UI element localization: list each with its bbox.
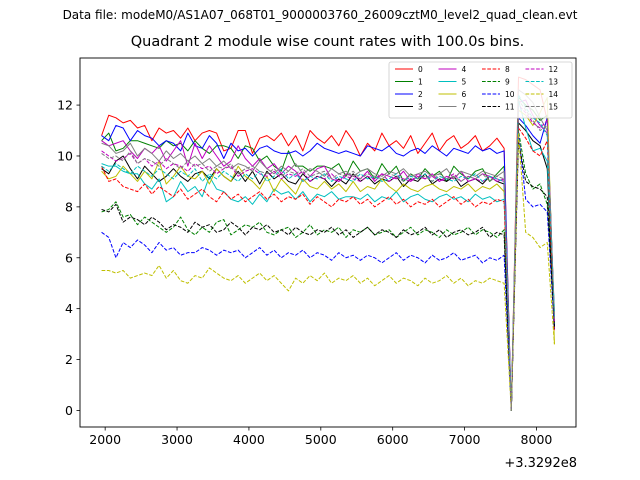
legend-label-5: 5	[462, 78, 467, 87]
legend-label-14: 14	[549, 90, 559, 99]
y-tick-label: 12	[57, 98, 73, 113]
legend-label-11: 11	[505, 103, 515, 112]
plot-axes-frame	[79, 57, 577, 428]
x-tick-label: 4000	[233, 432, 265, 447]
legend-label-9: 9	[505, 78, 510, 87]
x-tick-label: 7000	[449, 432, 481, 447]
x-tick-label: 5000	[305, 432, 337, 447]
legend-label-1: 1	[418, 78, 423, 87]
legend-label-13: 13	[549, 78, 559, 87]
y-tick-label: 8	[65, 199, 73, 214]
x-tick-label: 6000	[377, 432, 409, 447]
x-tick-label: 3000	[161, 432, 193, 447]
series-line-15	[101, 99, 555, 411]
series-line-14	[101, 132, 555, 411]
x-offset-label: +3.3292e8	[504, 456, 577, 471]
series-line-6	[101, 96, 555, 411]
legend-label-4: 4	[462, 65, 467, 74]
series-line-5	[101, 99, 555, 411]
series-line-9	[101, 130, 555, 411]
legend-label-8: 8	[505, 65, 510, 74]
series-line-4	[101, 99, 555, 411]
legend-label-6: 6	[462, 90, 467, 99]
x-tick-label: 2000	[89, 432, 121, 447]
x-tick-label: 8000	[521, 432, 553, 447]
series-line-8	[101, 127, 555, 411]
legend-label-2: 2	[418, 90, 423, 99]
legend-label-0: 0	[418, 65, 423, 74]
legend-label-15: 15	[549, 103, 559, 112]
y-tick-label: 10	[57, 148, 73, 163]
legend-label-7: 7	[462, 103, 467, 112]
x-axis: 2000 3000 4000 5000 6000 7000 8000	[89, 427, 552, 447]
series-line-7	[101, 89, 555, 411]
figure-suptitle: Data file: modeM0/AS1A07_068T01_90000037…	[62, 8, 578, 22]
legend-label-10: 10	[505, 90, 515, 99]
series-line-3	[101, 122, 555, 411]
y-axis: 0 2 4 6 8 10 12	[57, 98, 80, 418]
series-line-10	[101, 132, 555, 411]
chart-title: Quadrant 2 module wise count rates with …	[130, 34, 525, 50]
legend-label-3: 3	[418, 103, 423, 112]
series-line-12	[101, 104, 555, 411]
series-line-2	[101, 117, 555, 411]
y-tick-label: 4	[65, 301, 73, 316]
series-line-13	[101, 94, 555, 411]
y-tick-label: 6	[65, 250, 73, 265]
y-tick-label: 2	[65, 352, 73, 367]
series-line-1	[101, 96, 555, 411]
legend-label-12: 12	[549, 65, 559, 74]
legend-box	[388, 61, 573, 119]
y-tick-label: 0	[65, 403, 73, 418]
plot-lines	[101, 76, 555, 411]
series-line-0	[101, 76, 555, 411]
